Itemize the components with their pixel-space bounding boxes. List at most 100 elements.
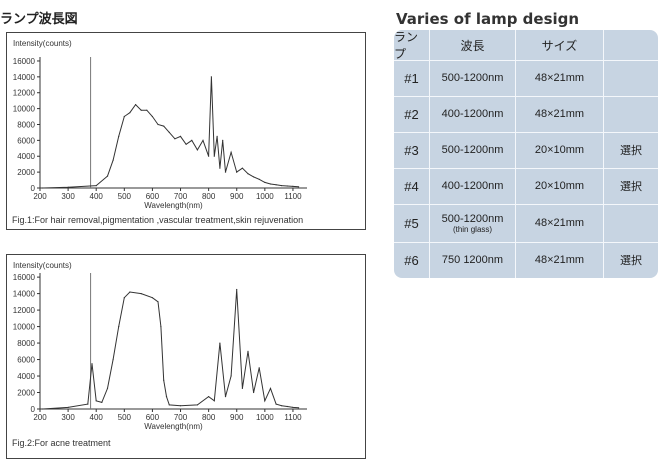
select-cell: 選択 [620, 145, 642, 157]
x-tick-label: 800 [202, 413, 216, 422]
wavelength-cell: 500-1200nm [430, 132, 516, 168]
y-tick-label: 6000 [17, 356, 35, 365]
x-tick-label: 600 [146, 413, 160, 422]
y-tick-label: 16000 [13, 57, 36, 66]
data-point [42, 408, 44, 410]
data-point [258, 178, 260, 180]
y-tick-label: 14000 [13, 290, 36, 299]
data-point [253, 391, 255, 394]
data-point [281, 185, 283, 187]
data-point [298, 407, 300, 409]
table-row: #3 500-1200nm 20×10mm 選択 [394, 132, 658, 169]
data-point [281, 405, 283, 407]
chart-caption: Fig.2:For acne treatment [12, 438, 111, 448]
data-point [224, 171, 227, 173]
data-point [258, 367, 260, 369]
data-point [222, 139, 224, 141]
x-tick-label: 1000 [256, 413, 274, 422]
data-point [129, 291, 131, 293]
data-point [151, 297, 153, 299]
data-point [196, 404, 198, 406]
y-tick-label: 4000 [17, 372, 35, 381]
wavelength-note: (thin glass) [452, 224, 493, 234]
x-axis-label: Wavelength(nm) [144, 201, 203, 210]
wavelength-cell: 400-1200nm [430, 168, 516, 204]
x-tick-label: 700 [174, 413, 188, 422]
data-point [298, 186, 300, 188]
data-point [208, 155, 210, 157]
data-point [179, 405, 182, 407]
data-point [168, 404, 170, 406]
wavelength-value: 400-1200nm [441, 108, 504, 120]
x-tick-label: 500 [118, 413, 132, 422]
y-tick-label: 8000 [17, 120, 35, 129]
table-row: #4 400-1200nm 20×10mm 選択 [394, 168, 658, 205]
data-point [219, 342, 221, 344]
x-tick-label: 1100 [284, 192, 302, 201]
wavelength-cell: 750 1200nm [430, 242, 516, 278]
data-point [42, 187, 44, 189]
data-point [67, 186, 69, 188]
data-point [241, 387, 243, 389]
y-tick-label: 16000 [13, 273, 36, 282]
data-point [123, 115, 125, 118]
data-point [196, 149, 198, 151]
data-point [106, 387, 109, 389]
data-point [87, 403, 89, 405]
data-point [118, 326, 120, 328]
data-point [253, 176, 255, 178]
y-tick-label: 0 [31, 405, 36, 414]
data-point [157, 123, 159, 126]
y-tick-label: 10000 [13, 323, 36, 332]
y-tick-label: 2000 [17, 389, 35, 398]
data-point [264, 400, 266, 402]
data-point [112, 159, 114, 161]
table-row: #6 750 1200nm 48×21mm 選択 [394, 242, 658, 278]
lamp-id: #4 [394, 168, 430, 204]
x-tick-label: 300 [61, 192, 75, 201]
size-cell: 48×21mm [516, 242, 604, 278]
data-point [275, 184, 277, 186]
data-point [67, 406, 69, 408]
data-point [224, 396, 227, 398]
data-point [140, 293, 142, 295]
data-point [95, 400, 97, 402]
data-point [275, 403, 277, 405]
data-point [163, 125, 165, 127]
data-point [112, 358, 114, 361]
data-point [185, 143, 187, 145]
x-tick-label: 900 [230, 192, 244, 201]
y-tick-label: 0 [31, 184, 36, 193]
header-wavelength: 波長 [430, 30, 516, 60]
data-point [191, 139, 193, 141]
table-row: #5 500-1200nm (thin glass) 48×21mm [394, 204, 658, 243]
select-cell: 選択 [620, 181, 642, 193]
data-point [151, 115, 153, 118]
select-cell [604, 96, 658, 132]
select-cell [604, 204, 658, 242]
data-point [165, 396, 168, 398]
select-cell: 選択 [620, 255, 642, 267]
lamp-id: #1 [394, 60, 430, 96]
data-point [157, 301, 159, 303]
x-tick-label: 200 [33, 192, 47, 201]
data-point [146, 109, 148, 111]
table-row: #1 500-1200nm 48×21mm [394, 60, 658, 97]
data-point [292, 406, 294, 408]
x-tick-label: 400 [90, 413, 104, 422]
wavelength-cell: 500-1200nm [430, 60, 516, 96]
data-point [236, 171, 238, 173]
spectrum-chart-fig1: Intensity(counts) 0 2000 4000 6000 8000 10000 1… [6, 32, 366, 230]
header-select [604, 30, 658, 60]
data-point [210, 76, 212, 78]
y-tick-label: 10000 [13, 105, 36, 114]
data-point [264, 181, 266, 183]
x-tick-label: 200 [33, 413, 47, 422]
spectrum-line [42, 289, 299, 410]
size-cell: 48×21mm [516, 204, 604, 242]
lamp-design-table: ランプ 波長 サイズ #1 500-1200nm 48×21mm #2 400-… [394, 30, 658, 278]
data-point [236, 288, 238, 291]
x-tick-label: 700 [174, 192, 188, 201]
data-point [140, 109, 142, 111]
y-axis-label: Intensity(counts) [13, 39, 72, 48]
